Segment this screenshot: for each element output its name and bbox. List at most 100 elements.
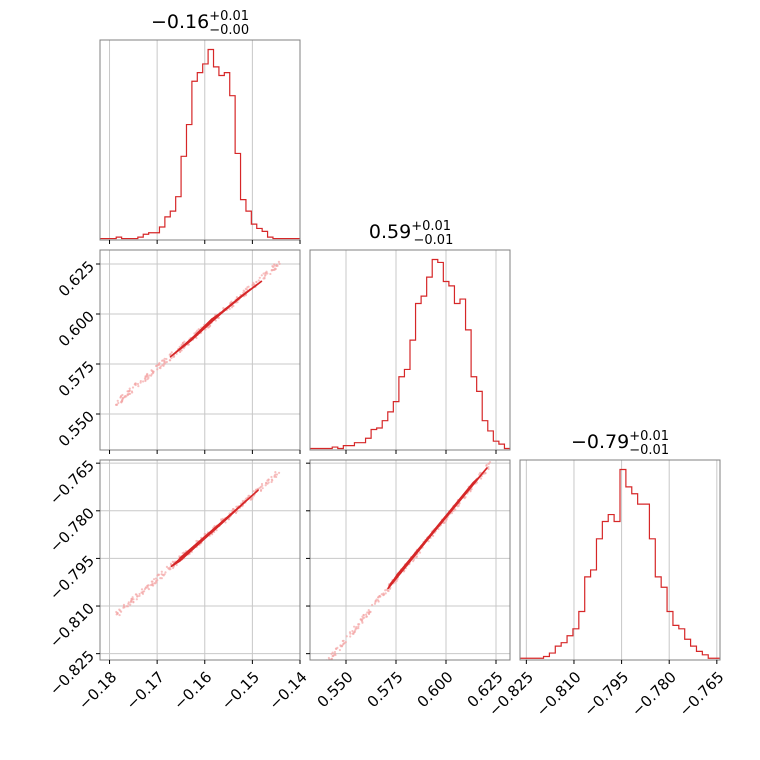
scatter-point <box>232 507 235 511</box>
scatter-point <box>259 488 263 492</box>
scatter-point <box>129 603 132 606</box>
panel-2-2 <box>525 460 718 660</box>
scatter-point <box>158 366 161 369</box>
scatter-point <box>377 596 380 599</box>
histogram-2 <box>520 468 720 659</box>
scatter-point <box>160 570 163 573</box>
scatter-point <box>376 599 380 602</box>
scatter-point <box>159 365 162 368</box>
scatter-point <box>180 343 183 347</box>
scatter-point <box>380 593 383 596</box>
x-tick-label: −0.795 <box>580 668 632 720</box>
scatter-point <box>262 277 265 280</box>
scatter-point <box>362 613 365 617</box>
scatter-point <box>457 504 460 507</box>
scatter-point <box>327 656 330 660</box>
scatter-point <box>260 274 263 277</box>
scatter-point <box>258 276 261 279</box>
scatter-point <box>258 486 261 489</box>
scatter-point <box>478 473 481 476</box>
scatter-point <box>156 368 159 371</box>
scatter-point <box>179 350 182 353</box>
scatter-point <box>384 592 387 595</box>
scatter-point <box>140 591 143 594</box>
scatter-point <box>163 357 166 360</box>
scatter-point <box>275 475 278 479</box>
scatter-point <box>160 577 163 580</box>
scatter-point <box>119 396 122 399</box>
scatter-point <box>221 517 224 520</box>
scatter-point <box>128 392 131 396</box>
scatter-point <box>373 602 377 605</box>
scatter-point <box>351 629 354 633</box>
scatter-point <box>326 664 328 666</box>
panel-frame <box>519 459 721 661</box>
scatter-point <box>146 586 149 589</box>
y-tick-label: −0.810 <box>46 599 98 651</box>
scatter-point <box>165 360 168 364</box>
scatter-point <box>151 371 155 374</box>
scatter-point <box>273 263 276 266</box>
scatter-point <box>469 490 472 493</box>
scatter-point <box>123 606 126 609</box>
scatter-point <box>387 589 390 593</box>
scatter-point <box>150 369 153 372</box>
scatter-point <box>119 609 122 612</box>
scatter-point <box>210 533 214 536</box>
scatter-point <box>195 539 198 543</box>
scatter-point <box>382 592 385 595</box>
scatter-point <box>127 601 130 604</box>
scatter-point <box>167 567 170 570</box>
x-tick-label: 0.600 <box>414 668 457 711</box>
panel-2-0 <box>100 460 301 660</box>
scatter-point <box>463 497 466 500</box>
scatter-point <box>203 532 206 536</box>
scatter-point <box>222 306 225 310</box>
panel-frame <box>99 459 301 661</box>
scatter-point <box>153 582 156 585</box>
scatter-point <box>412 558 416 561</box>
scatter-point <box>273 268 276 271</box>
scatter-point <box>364 613 368 616</box>
scatter-point <box>270 475 273 479</box>
x-tick-label: −0.780 <box>628 668 680 720</box>
scatter-point <box>160 359 164 362</box>
scatter-point <box>265 270 268 273</box>
scatter-point <box>355 626 358 629</box>
scatter-point <box>234 511 238 514</box>
y-tick-label: −0.780 <box>46 504 98 556</box>
param-title-0: −0.16+0.01 <box>151 9 249 33</box>
scatter-point <box>135 598 138 601</box>
scatter-group-2-0 <box>115 471 281 617</box>
scatter-point <box>175 563 178 567</box>
scatter-point <box>120 400 123 404</box>
scatter-point <box>357 625 360 628</box>
scatter-point <box>273 474 276 477</box>
scatter-point <box>146 374 149 377</box>
scatter-point <box>487 465 490 469</box>
scatter-point <box>334 653 337 657</box>
scatter-point <box>227 518 230 521</box>
scatter-point <box>228 307 231 310</box>
scatter-point <box>147 588 151 591</box>
scatter-point <box>139 379 142 383</box>
scatter-point <box>277 260 280 264</box>
x-tick-label: 0.550 <box>314 668 357 711</box>
scatter-point <box>165 565 169 568</box>
scatter-point <box>141 380 145 383</box>
scatter-point <box>427 540 430 543</box>
scatter-point <box>136 382 140 386</box>
scatter-point <box>164 571 167 574</box>
scatter-point <box>132 600 135 604</box>
scatter-point <box>152 578 156 581</box>
scatter-point <box>115 613 118 616</box>
scatter-point <box>333 650 337 654</box>
scatter-point <box>195 336 198 340</box>
scatter-point <box>385 588 388 591</box>
scatter-point <box>140 588 144 591</box>
scatter-point <box>418 551 422 554</box>
scatter-point <box>204 328 207 331</box>
scatter-point <box>252 490 255 493</box>
panel-2-1 <box>310 460 510 660</box>
scatter-point <box>180 349 183 352</box>
